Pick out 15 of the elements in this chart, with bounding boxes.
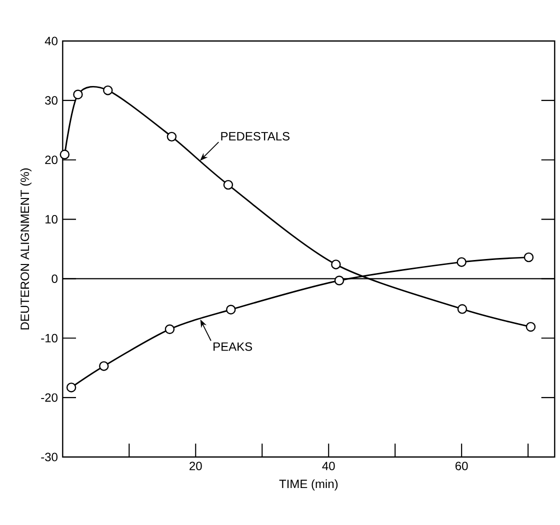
y-tick-label: 10 (46, 215, 58, 224)
y-tick-label: 20 (45, 156, 58, 164)
x-tick-label: 40 (322, 462, 335, 470)
legend-label: PEAKS (214, 342, 252, 351)
text: PEDESTALS (221, 132, 290, 140)
x-tick-label: 60 (456, 462, 468, 470)
y-tick-label: -30 (41, 452, 58, 462)
y-tick-label: 30 (45, 96, 58, 105)
y-tick-label: 40 (44, 36, 58, 46)
y-axis-title: DEUTERON ALIGNMENT (%) (20, 168, 32, 330)
y-tick-label: -20 (41, 393, 58, 402)
y-tick-label: 0 (52, 274, 58, 283)
y-tick-label: -10 (41, 334, 58, 342)
x-tick-label: 20 (190, 462, 202, 470)
x-axis-title: TIME (min) (279, 479, 338, 491)
